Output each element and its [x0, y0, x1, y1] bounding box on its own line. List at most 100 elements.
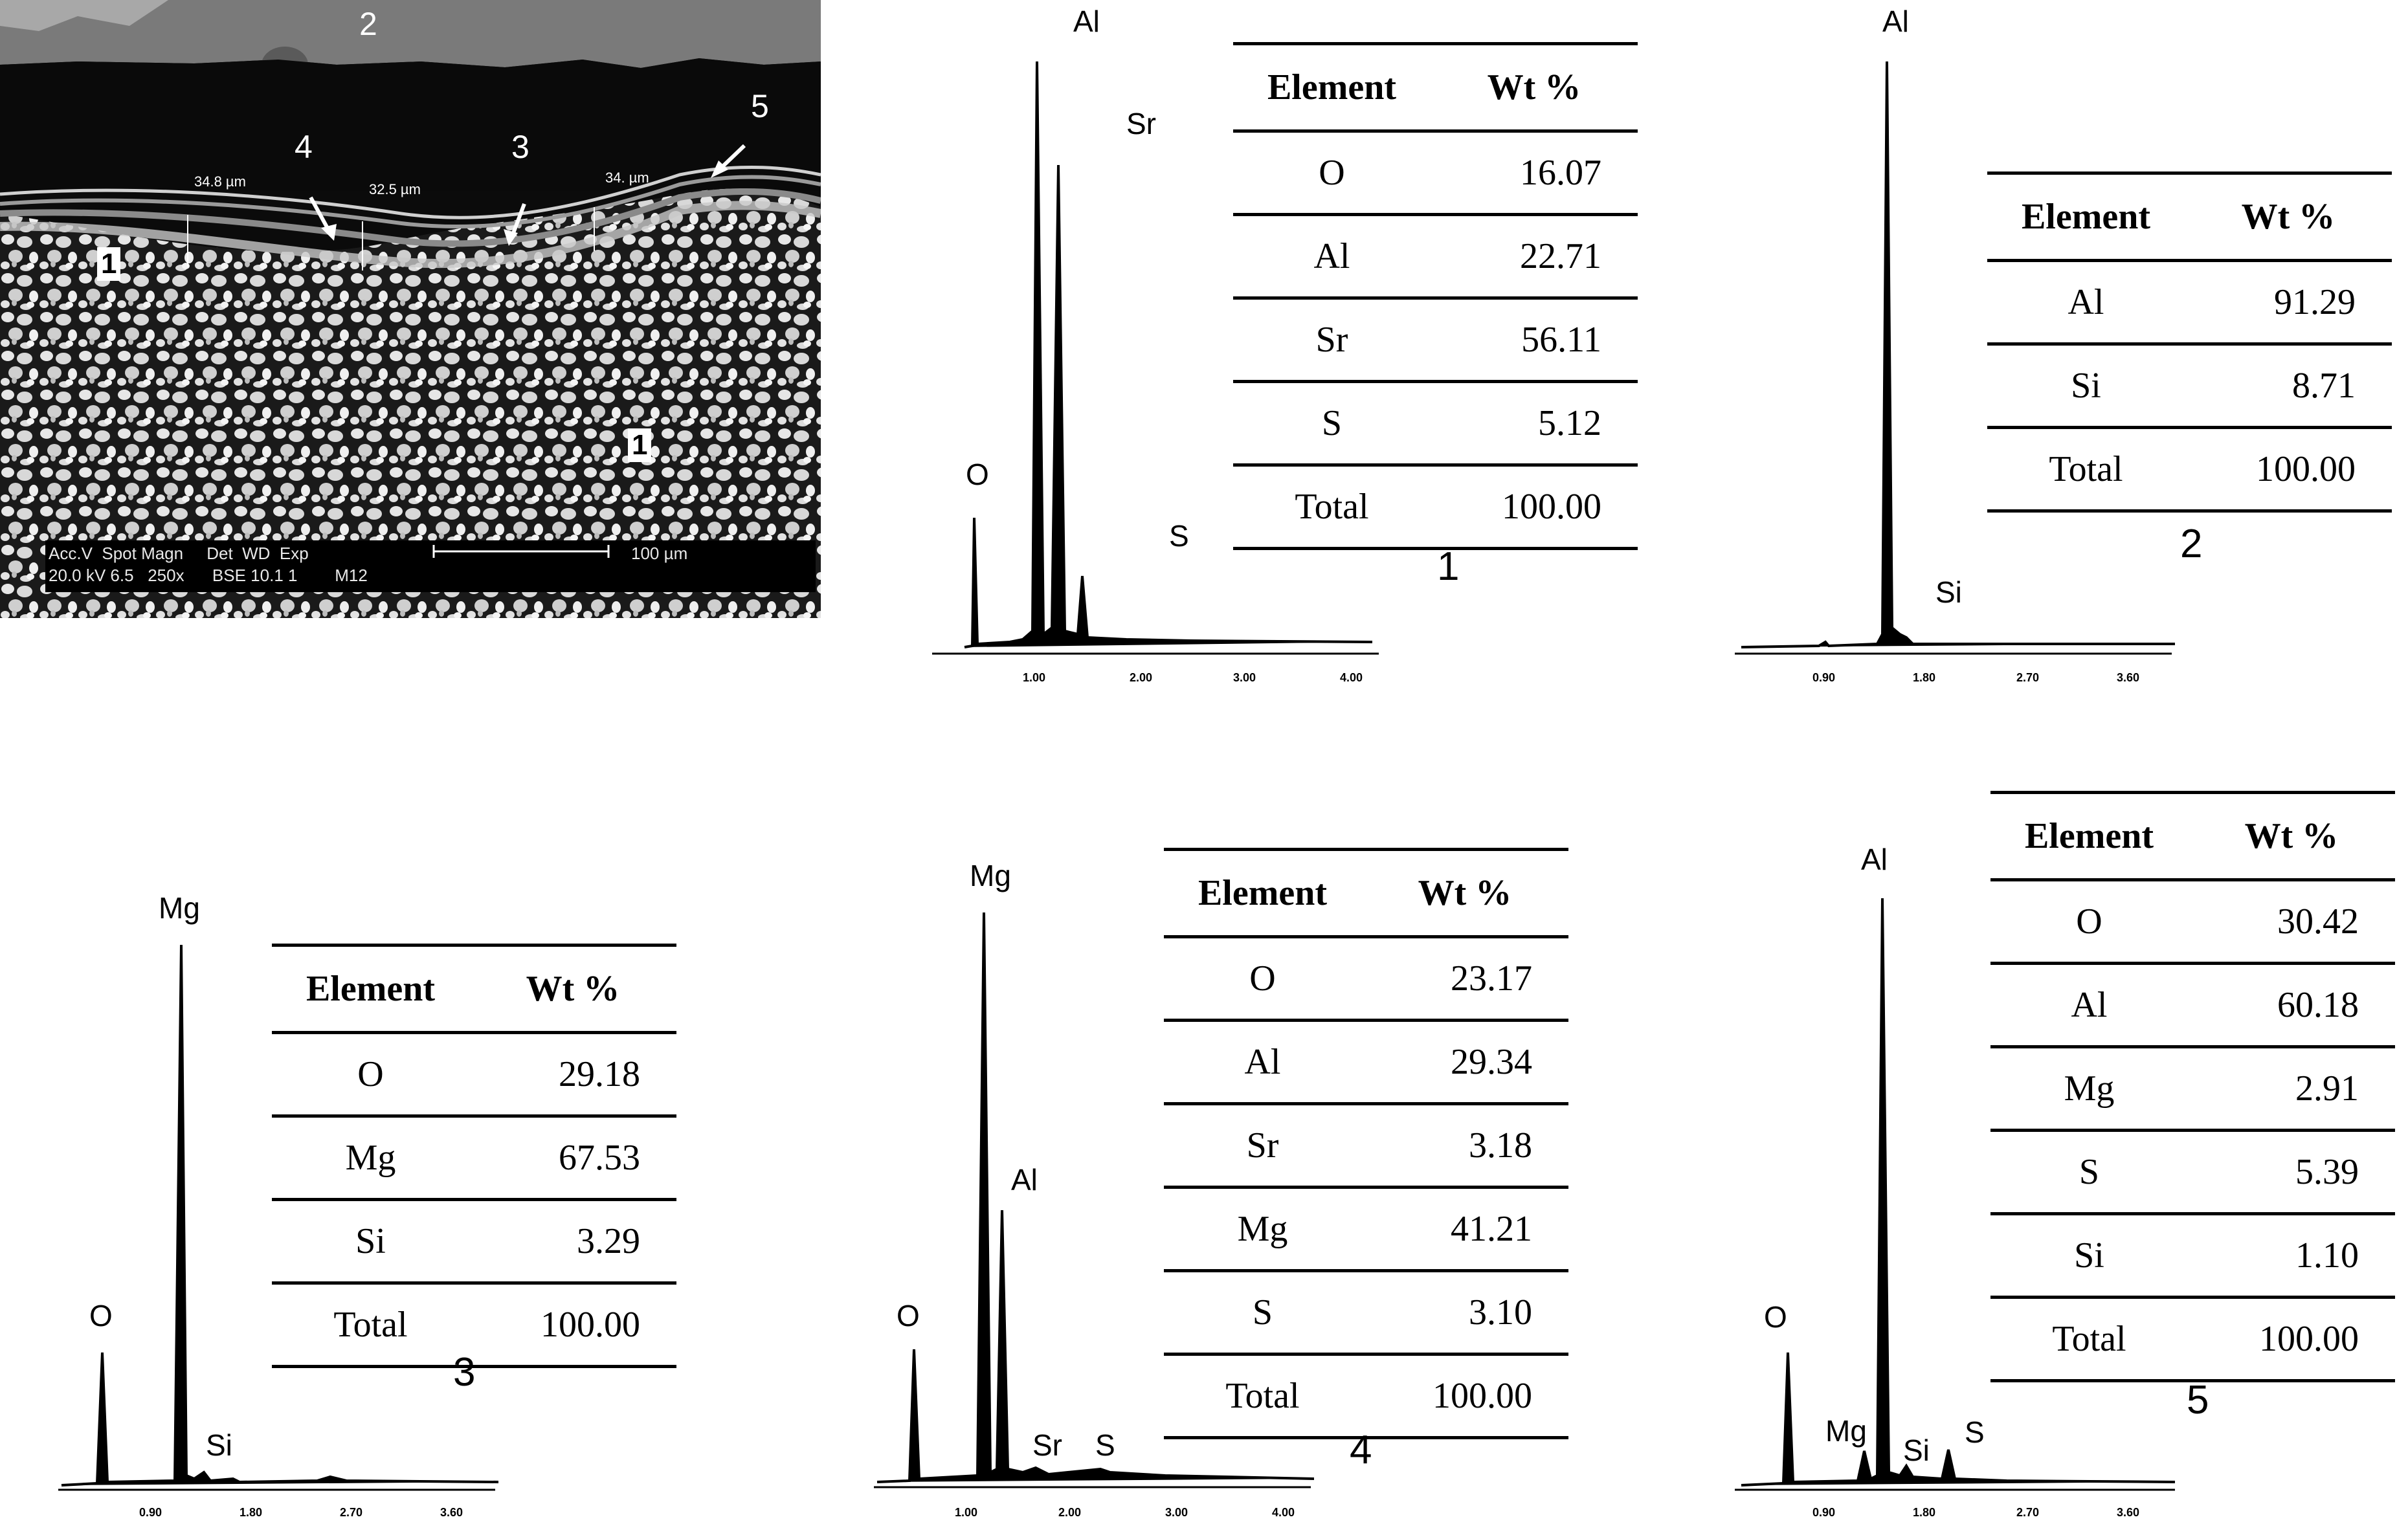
spectrum-2-trace [1741, 61, 2175, 648]
tick-label: 2.00 [1058, 1506, 1082, 1519]
tick-label: 2.70 [2016, 1506, 2040, 1519]
sem-info-line-1: Acc.V Spot Magn Det WD Exp [49, 542, 309, 564]
table-cell-element: Total [1164, 1354, 1361, 1439]
table-header-wt: Wt % [1361, 848, 1568, 938]
tick-label: 3.60 [440, 1506, 463, 1519]
peak-label-S: S [1965, 1415, 1985, 1449]
peak-label-Mg: Mg [1825, 1414, 1867, 1448]
composition-table-2: Element Wt % Al 91.29 Si 8.71 Total 100.00 [1987, 171, 2392, 513]
table-cell-element: Al [1990, 963, 2188, 1048]
table-cell-element: Total [1987, 427, 2185, 513]
table-cell-wt: 91.29 [2184, 260, 2392, 346]
peak-label-O: O [1764, 1300, 1787, 1334]
panel-number-2: 2 [2180, 522, 2203, 566]
peak-label-Al: Al [1073, 5, 1100, 38]
table-header-wt: Wt % [1430, 42, 1638, 133]
table-cell-wt: 5.12 [1430, 381, 1638, 467]
peak-label-Sr: Sr [1032, 1428, 1062, 1462]
peak-label-Si: Si [206, 1428, 232, 1462]
region-label-1a: 1 [97, 247, 121, 281]
table-cell-element: Al [1164, 1020, 1361, 1105]
peak-label-O: O [966, 458, 989, 491]
table-cell-wt: 60.18 [2187, 963, 2395, 1048]
tick-label: 3.60 [2117, 671, 2140, 684]
tick-label: 1.00 [1023, 671, 1046, 684]
table-cell-wt: 56.11 [1430, 298, 1638, 383]
table-cell-element: S [1164, 1270, 1361, 1356]
table-header-wt: Wt % [469, 944, 676, 1034]
table-cell-wt: 100.00 [1361, 1354, 1568, 1439]
tick-label: 4.00 [1272, 1506, 1295, 1519]
peak-label-S: S [1169, 519, 1189, 553]
table-cell-wt: 8.71 [2184, 344, 2392, 429]
table-header-element: Element [1233, 42, 1431, 133]
tick-label: 2.70 [340, 1506, 363, 1519]
tick-label: 3.00 [1165, 1506, 1188, 1519]
table-cell-wt: 100.00 [469, 1283, 676, 1368]
tick-label: 1.80 [1913, 671, 1936, 684]
table-cell-wt: 2.91 [2187, 1046, 2395, 1132]
peak-label-Al: Al [1882, 5, 1909, 38]
table-cell-wt: 100.00 [2187, 1297, 2395, 1382]
table-cell-element: O [1990, 879, 2188, 965]
tick-label: 2.00 [1130, 671, 1153, 684]
peak-label-Mg: Mg [970, 859, 1011, 892]
table-header-wt: Wt % [2187, 791, 2395, 881]
table-cell-element: O [1164, 936, 1361, 1022]
table-cell-wt: 29.18 [469, 1032, 676, 1118]
region-label-3: 3 [511, 129, 530, 165]
thickness-measurement: 34. µm [605, 170, 649, 186]
spectrum-2 [1735, 61, 2175, 655]
panel-number-3: 3 [453, 1350, 476, 1395]
table-cell-element: Si [272, 1199, 469, 1285]
table-header-element: Element [272, 944, 469, 1034]
panel-number-1: 1 [1437, 544, 1460, 589]
table-cell-wt: 29.34 [1361, 1020, 1568, 1105]
spectrum-4-trace [876, 912, 1314, 1483]
composition-table-3: Element Wt % O 29.18 Mg 67.53 Si 3.29 Total 1… [272, 944, 676, 1368]
table-cell-element: Si [1987, 344, 2185, 429]
table-cell-wt: 3.18 [1361, 1103, 1568, 1189]
table-cell-element: Sr [1164, 1103, 1361, 1189]
region-label-5: 5 [751, 88, 769, 124]
table-cell-element: Si [1990, 1213, 2188, 1299]
table-cell-wt: 100.00 [2184, 427, 2392, 513]
tick-label: 1.00 [955, 1506, 978, 1519]
composition-table-4: Element Wt % O 23.17 Al 29.34 Sr 3.18 Mg 41.2… [1164, 848, 1568, 1439]
peak-label-O: O [89, 1299, 113, 1332]
tick-label: 0.90 [1812, 671, 1836, 684]
tick-label: 0.90 [1812, 1506, 1836, 1519]
peak-label-O: O [897, 1299, 920, 1332]
table-cell-element: S [1990, 1130, 2188, 1215]
table-cell-wt: 67.53 [469, 1116, 676, 1201]
tick-label: 1.80 [240, 1506, 263, 1519]
table-cell-element: Mg [1990, 1046, 2188, 1132]
tick-label: 3.60 [2117, 1506, 2140, 1519]
table-cell-wt: 1.10 [2187, 1213, 2395, 1299]
table-cell-wt: 23.17 [1361, 936, 1568, 1022]
table-cell-wt: 5.39 [2187, 1130, 2395, 1215]
panel-number-4: 4 [1350, 1428, 1372, 1472]
region-label-4: 4 [295, 129, 313, 165]
table-cell-element: Al [1233, 214, 1431, 300]
spectrum-4 [874, 912, 1314, 1488]
region-label-2: 2 [359, 6, 377, 42]
peak-label-Mg: Mg [159, 891, 200, 925]
table-cell-element: Al [1987, 260, 2185, 346]
spectrum-1 [932, 61, 1379, 655]
table-cell-element: Total [272, 1283, 469, 1368]
tick-label: 3.00 [1233, 671, 1256, 684]
tick-label: 4.00 [1340, 671, 1363, 684]
table-cell-wt: 22.71 [1430, 214, 1638, 300]
table-cell-wt: 30.42 [2187, 879, 2395, 965]
table-cell-element: Mg [1164, 1187, 1361, 1272]
table-header-element: Element [1987, 171, 2185, 262]
table-cell-element: S [1233, 381, 1431, 467]
peak-label-S: S [1095, 1428, 1115, 1462]
spectrum-5 [1735, 898, 2176, 1491]
table-cell-element: O [272, 1032, 469, 1118]
table-cell-wt: 3.10 [1361, 1270, 1568, 1356]
peak-label-Si: Si [1903, 1433, 1930, 1467]
spectrum-1-trace [964, 61, 1373, 648]
table-cell-element: O [1233, 131, 1431, 216]
